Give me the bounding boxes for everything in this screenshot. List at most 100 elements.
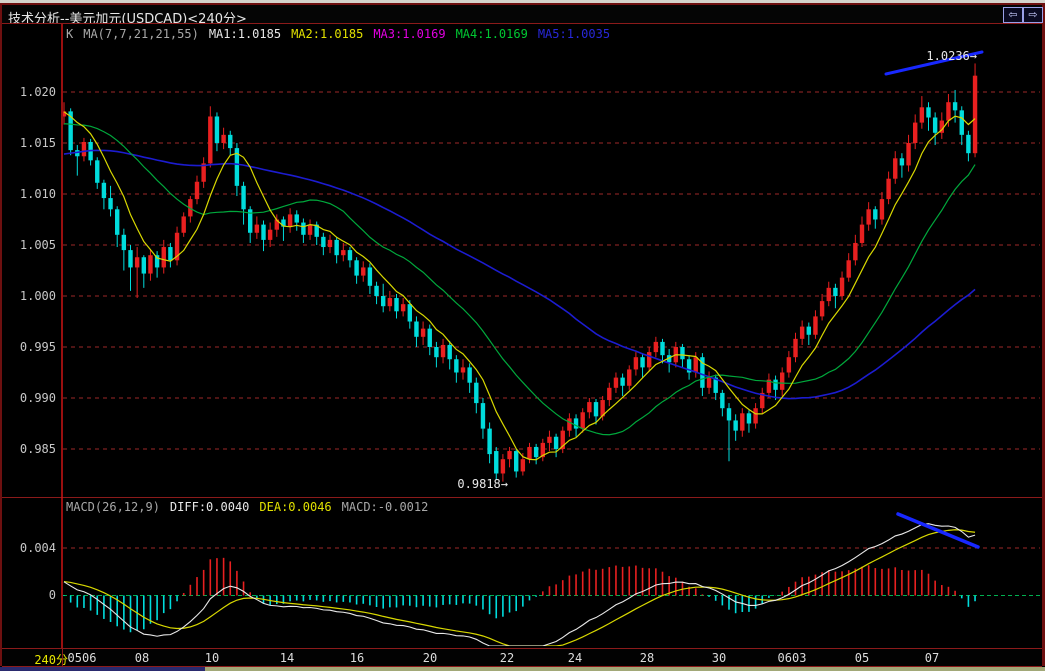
candle-body	[387, 298, 393, 307]
candle-body	[95, 160, 100, 183]
candle-body	[440, 344, 446, 358]
candle-body	[939, 120, 944, 133]
candle-body	[593, 402, 599, 417]
candle-body	[613, 377, 619, 388]
time-axis-label: 28	[639, 651, 655, 665]
candle-body	[480, 403, 486, 429]
legend-item: MA2:1.0185	[291, 27, 364, 41]
candle-body	[307, 224, 313, 235]
candle-body	[161, 247, 166, 268]
time-axis-bar: 240分 0506 08 10 14 16 20 22 24 28 30 0603 05 07	[2, 648, 1042, 667]
candle-body	[400, 304, 406, 312]
candle-body	[194, 181, 200, 200]
candle-body	[733, 420, 738, 431]
time-axis-label: 05	[854, 651, 870, 665]
candle-body	[228, 134, 233, 149]
candle-body	[600, 400, 605, 417]
candle-body	[181, 216, 186, 233]
candle-body	[527, 446, 532, 460]
candle-body	[134, 257, 140, 268]
candle-body	[580, 412, 585, 429]
candle-body	[866, 209, 871, 225]
candle-body	[261, 224, 266, 240]
candle-body	[620, 377, 625, 386]
candle-body	[108, 198, 113, 210]
candle-body	[188, 199, 193, 217]
dea-line	[63, 529, 976, 646]
time-axis-label: 10	[204, 651, 220, 665]
candle-body	[234, 148, 240, 186]
period-label: 240分	[34, 653, 68, 667]
candle-body	[168, 247, 173, 261]
candle-body	[826, 287, 831, 302]
candle-body	[221, 134, 226, 143]
taskbar-fragment-right	[205, 667, 1045, 671]
candle-body	[773, 379, 778, 390]
macd-header-item: MACD(26,12,9)	[66, 500, 160, 514]
candle-body	[467, 367, 472, 383]
legend-item: MA4:1.0169	[455, 27, 528, 41]
candle-body	[740, 413, 745, 431]
candle-body	[294, 214, 299, 223]
candle-body	[793, 338, 798, 358]
time-axis-label: 22	[499, 651, 515, 665]
macd-header-item: DEA:0.0046	[259, 500, 332, 514]
candle-body	[447, 344, 452, 360]
candle-body	[500, 459, 506, 474]
candle-body	[514, 451, 519, 472]
candle-body	[494, 451, 499, 474]
price-annotation: 0.9818→	[457, 477, 508, 491]
legend-item: K	[66, 27, 74, 41]
candle-body	[607, 387, 612, 401]
price-tick-label: 0.995	[19, 340, 56, 354]
candle-body	[101, 182, 107, 199]
candle-body	[766, 379, 772, 393]
trendline	[884, 50, 984, 76]
candle-body	[567, 418, 572, 431]
macd-layer	[63, 523, 976, 646]
candle-body	[141, 257, 146, 274]
desktop-edge-strip	[0, 0, 1045, 3]
candle-body	[653, 341, 659, 353]
candle-body	[174, 232, 180, 261]
candle-body	[341, 250, 346, 256]
candle-body	[560, 430, 565, 449]
candle-body	[267, 229, 273, 240]
candle-body	[833, 287, 838, 296]
forward-arrow-button[interactable]: ⇨	[1023, 7, 1043, 23]
main-chart-panel[interactable]	[2, 24, 1042, 497]
candle-body	[540, 442, 545, 458]
candle-body	[507, 451, 512, 460]
candle-body	[394, 298, 399, 312]
candle-body	[946, 102, 951, 121]
candle-body	[666, 355, 672, 363]
candle-body	[274, 219, 279, 230]
candle-body	[640, 357, 645, 368]
candle-body	[474, 382, 479, 404]
candle-body	[128, 250, 133, 268]
time-axis-label: 07	[924, 651, 940, 665]
diff-line	[63, 523, 976, 646]
macd-header-item: MACD:-0.0012	[341, 500, 429, 514]
window-border-top	[0, 3, 1045, 5]
legend-item: MA1:1.0185	[208, 27, 282, 41]
candle-body	[893, 158, 898, 179]
window-border-left	[0, 3, 2, 666]
back-arrow-button[interactable]: ⇦	[1003, 7, 1023, 23]
candle-body	[966, 134, 971, 154]
candle-body	[454, 359, 459, 373]
candle-body	[726, 408, 732, 421]
candle-body	[753, 408, 758, 424]
candle-body	[819, 301, 825, 317]
candle-body	[354, 260, 359, 276]
candle-body	[381, 296, 386, 307]
candle-body	[301, 222, 306, 235]
candle-body	[121, 234, 127, 251]
candle-body	[700, 357, 705, 388]
candle-body	[906, 143, 911, 166]
candle-body	[374, 285, 379, 296]
time-axis-label: 16	[349, 651, 365, 665]
candle-body	[63, 111, 67, 117]
